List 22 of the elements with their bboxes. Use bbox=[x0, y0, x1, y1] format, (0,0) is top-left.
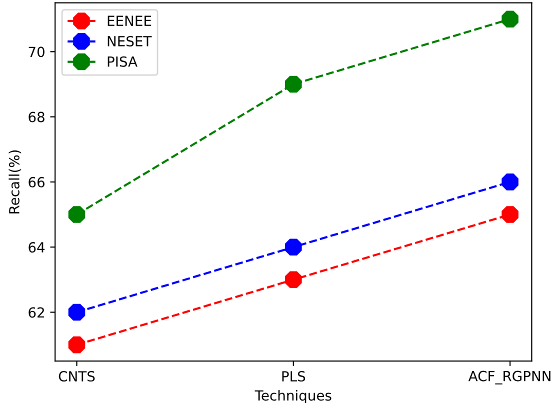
y-tick-label: 68 bbox=[28, 112, 44, 122]
y-tick-label: 70 bbox=[28, 46, 44, 58]
x-axis-title: Techniques bbox=[254, 390, 332, 403]
y-tick-label: 62 bbox=[28, 307, 44, 318]
x-tick-label: ACF_RGPNN bbox=[468, 370, 550, 384]
x-tick-label: PLS bbox=[282, 371, 306, 382]
point bbox=[68, 206, 86, 223]
legend-label: EENEE bbox=[108, 16, 152, 26]
point bbox=[502, 174, 518, 190]
point bbox=[502, 10, 518, 28]
point bbox=[68, 336, 86, 354]
legend-label: PISA bbox=[108, 56, 138, 67]
y-tick-label: 64 bbox=[28, 242, 45, 253]
point bbox=[285, 271, 302, 288]
y-axis-title: Recall(%) bbox=[8, 150, 22, 214]
legend-label: NESET bbox=[108, 36, 152, 46]
x-tick-label: CNTS bbox=[58, 371, 95, 382]
point bbox=[68, 304, 86, 321]
point bbox=[285, 238, 302, 256]
point bbox=[285, 76, 302, 93]
point bbox=[502, 206, 518, 223]
y-tick-label: 66 bbox=[28, 176, 45, 188]
